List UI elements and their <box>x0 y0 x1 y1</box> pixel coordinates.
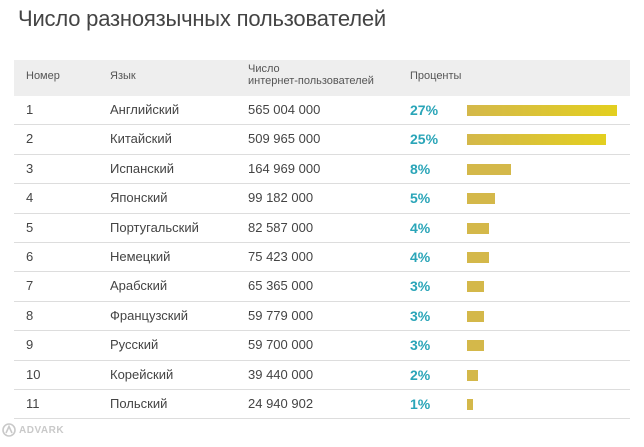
bar <box>467 340 484 352</box>
row-language: Китайский <box>110 131 172 147</box>
row-percent: 1% <box>410 395 431 412</box>
table-row: 11 Польский 24 940 902 1% <box>14 390 630 420</box>
row-language: Польский <box>110 395 168 411</box>
table-row: 7 Арабский 65 365 000 3% <box>14 272 630 302</box>
row-users: 509 965 000 <box>248 131 321 147</box>
page-title: Число разноязычных пользователей <box>18 6 386 31</box>
header-language: Язык <box>110 70 136 82</box>
table-row: 4 Японский 99 182 000 5% <box>14 184 630 214</box>
row-users: 39 440 000 <box>248 366 314 382</box>
row-percent: 5% <box>410 190 431 207</box>
row-users: 99 182 000 <box>248 190 314 206</box>
languages-table: Номер Язык Число интернет-пользователей … <box>14 60 630 420</box>
row-language: Японский <box>110 190 168 206</box>
row-language: Арабский <box>110 278 168 294</box>
row-language: Немецкий <box>110 248 171 264</box>
row-percent: 4% <box>410 219 431 236</box>
advark-logo-icon <box>2 423 16 437</box>
advark-logo: ADVARK <box>2 422 64 438</box>
header-percent: Проценты <box>410 70 462 82</box>
bar-track <box>467 398 617 410</box>
bar-track <box>467 163 617 175</box>
bar-track <box>467 369 617 381</box>
bar <box>467 193 495 205</box>
row-percent: 8% <box>410 160 431 177</box>
bar <box>467 398 473 410</box>
row-language: Английский <box>110 102 180 117</box>
row-users: 65 365 000 <box>248 278 314 294</box>
row-percent: 3% <box>410 278 431 295</box>
bar-track <box>467 251 617 263</box>
bar-track <box>467 134 617 146</box>
row-users: 24 940 902 <box>248 395 314 411</box>
bar <box>467 310 484 322</box>
bar <box>467 105 617 116</box>
table-row: 10 Корейский 39 440 000 2% <box>14 361 630 390</box>
row-percent: 4% <box>410 248 431 265</box>
header-number: Номер <box>26 70 60 82</box>
row-users: 75 423 000 <box>248 248 314 264</box>
row-language: Португальский <box>110 219 199 235</box>
row-percent: 3% <box>410 337 431 354</box>
row-users: 59 700 000 <box>248 337 314 353</box>
row-percent: 27% <box>410 102 439 118</box>
table-row: 3 Испанский 164 969 000 8% <box>14 155 630 185</box>
row-users: 59 779 000 <box>248 307 314 323</box>
row-number: 8 <box>26 307 34 323</box>
row-number: 11 <box>26 395 40 411</box>
table-header: Номер Язык Число интернет-пользователей … <box>14 60 630 96</box>
row-number: 3 <box>26 160 34 176</box>
row-users: 565 004 000 <box>248 102 321 117</box>
table-row: 6 Немецкий 75 423 000 4% <box>14 243 630 273</box>
table-row: 9 Русский 59 700 000 3% <box>14 331 630 361</box>
header-users-line1: Число <box>248 63 280 75</box>
row-language: Французский <box>110 307 188 323</box>
row-number: 10 <box>26 366 41 382</box>
bar <box>467 222 490 234</box>
row-users: 164 969 000 <box>248 160 321 176</box>
row-language: Русский <box>110 337 159 353</box>
table-row: 2 Китайский 509 965 000 25% <box>14 125 630 155</box>
bar <box>467 163 512 175</box>
row-percent: 3% <box>410 307 431 324</box>
advark-logo-text: ADVARK <box>19 424 65 436</box>
row-number: 7 <box>26 278 34 294</box>
row-language: Корейский <box>110 366 174 382</box>
bar-track <box>467 105 617 116</box>
bar-track <box>467 281 617 293</box>
table-row: 8 Французский 59 779 000 3% <box>14 302 630 332</box>
row-number: 5 <box>26 219 34 235</box>
bar-track <box>467 222 617 234</box>
bar <box>467 134 606 146</box>
row-number: 2 <box>26 131 34 147</box>
bar <box>467 251 490 263</box>
table-body: 1 Английский 565 004 000 27% 2 Китайский 509 9… <box>14 96 630 420</box>
table-row: 1 Английский 565 004 000 27% <box>14 96 630 126</box>
row-number: 4 <box>26 190 34 206</box>
row-number: 9 <box>26 337 34 353</box>
row-language: Испанский <box>110 160 175 176</box>
bar <box>467 281 484 293</box>
row-percent: 25% <box>410 131 439 148</box>
bar-track <box>467 340 617 352</box>
bar-track <box>467 193 617 205</box>
row-percent: 2% <box>410 366 431 383</box>
bar-track <box>467 310 617 322</box>
header-users-line2: интернет-пользователей <box>248 75 374 87</box>
row-number: 6 <box>26 248 34 264</box>
row-users: 82 587 000 <box>248 219 314 235</box>
table-row: 5 Португальский 82 587 000 4% <box>14 214 630 243</box>
row-number: 1 <box>26 102 34 117</box>
bar <box>467 369 479 381</box>
header-users: Число интернет-пользователей <box>248 63 374 87</box>
